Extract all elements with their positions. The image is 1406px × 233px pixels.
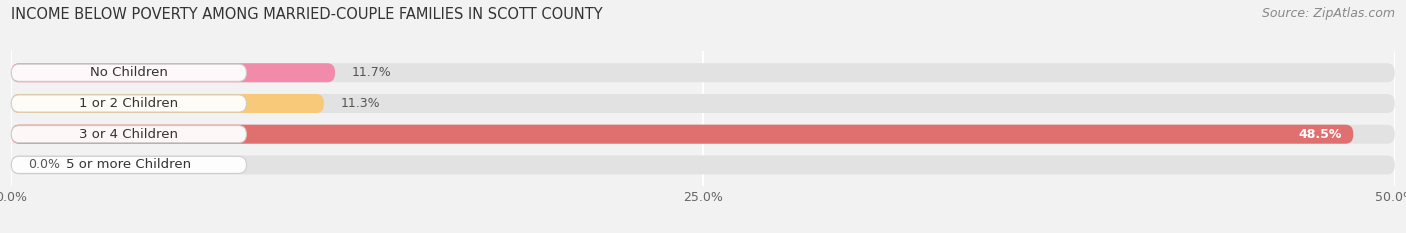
FancyBboxPatch shape — [11, 155, 1395, 175]
Text: 48.5%: 48.5% — [1299, 128, 1343, 141]
FancyBboxPatch shape — [11, 95, 246, 112]
FancyBboxPatch shape — [11, 125, 1395, 144]
FancyBboxPatch shape — [11, 64, 246, 81]
Text: 5 or more Children: 5 or more Children — [66, 158, 191, 171]
Text: 11.7%: 11.7% — [352, 66, 391, 79]
FancyBboxPatch shape — [11, 94, 1395, 113]
FancyBboxPatch shape — [11, 63, 335, 82]
FancyBboxPatch shape — [11, 94, 323, 113]
Text: No Children: No Children — [90, 66, 167, 79]
Text: Source: ZipAtlas.com: Source: ZipAtlas.com — [1261, 7, 1395, 20]
Text: 1 or 2 Children: 1 or 2 Children — [79, 97, 179, 110]
FancyBboxPatch shape — [11, 126, 246, 143]
Text: 0.0%: 0.0% — [28, 158, 60, 171]
Text: 11.3%: 11.3% — [340, 97, 380, 110]
FancyBboxPatch shape — [11, 156, 246, 174]
FancyBboxPatch shape — [11, 125, 1353, 144]
Text: 3 or 4 Children: 3 or 4 Children — [79, 128, 179, 141]
FancyBboxPatch shape — [11, 63, 1395, 82]
Text: INCOME BELOW POVERTY AMONG MARRIED-COUPLE FAMILIES IN SCOTT COUNTY: INCOME BELOW POVERTY AMONG MARRIED-COUPL… — [11, 7, 603, 22]
